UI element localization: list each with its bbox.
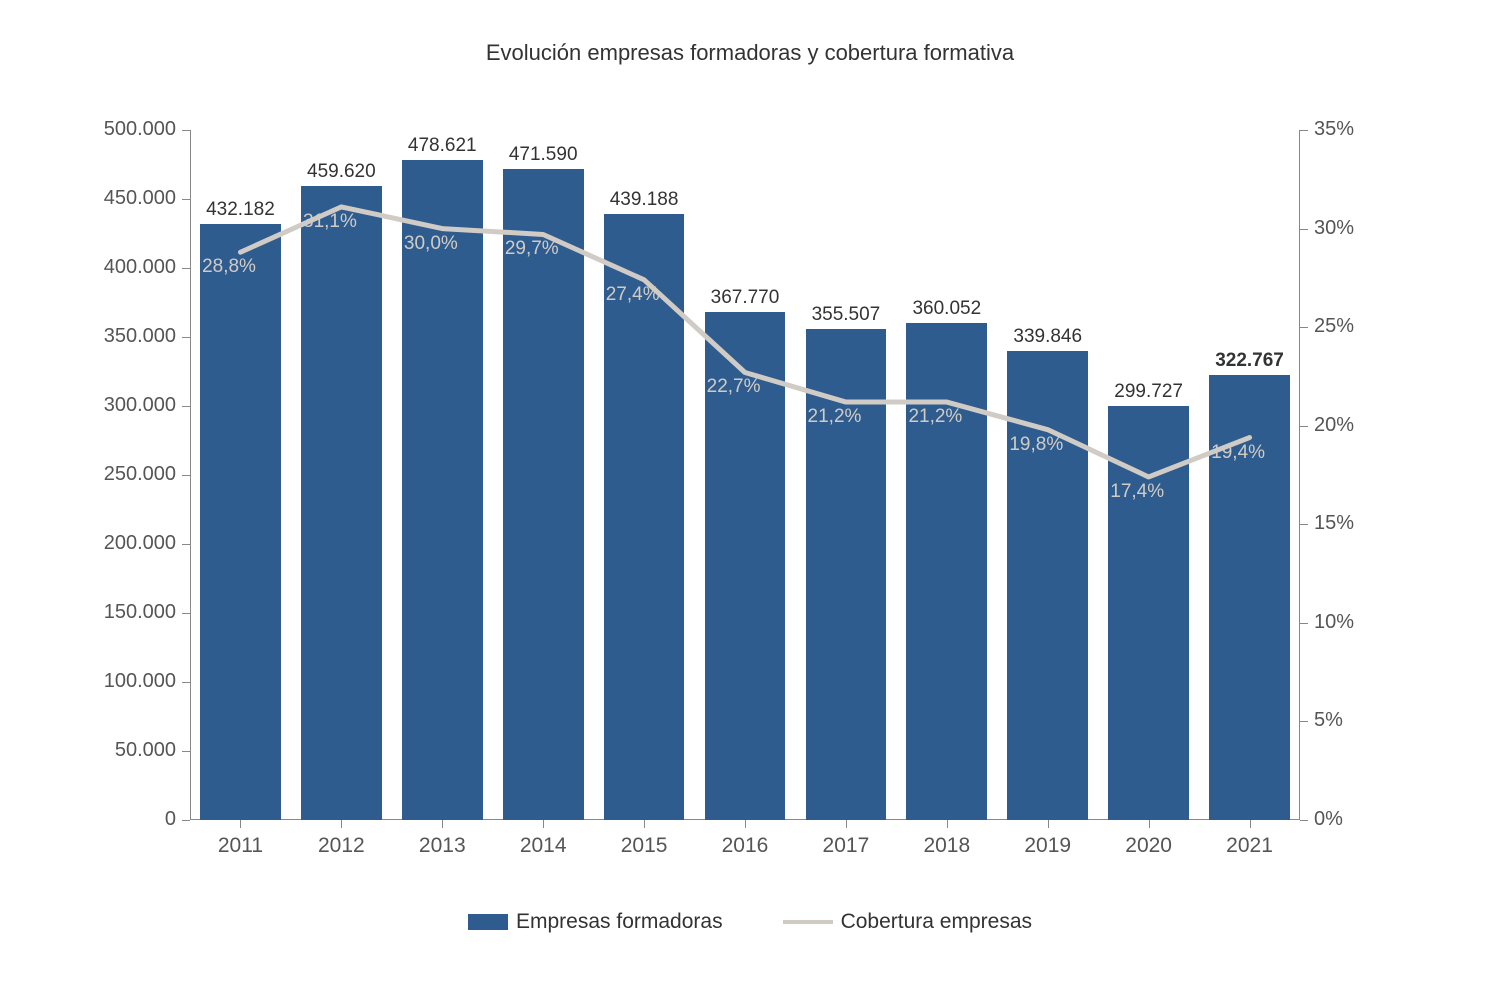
legend: Empresas formadoras Cobertura empresas xyxy=(0,910,1500,934)
line-value-label: 22,7% xyxy=(707,376,761,398)
x-tick-label: 2015 xyxy=(594,834,695,858)
line-value-label: 17,4% xyxy=(1110,481,1164,503)
x-tick-label: 2020 xyxy=(1098,834,1199,858)
y-left-tick-label: 400.000 xyxy=(104,256,176,279)
line-value-label: 27,4% xyxy=(606,284,660,306)
y-left-tick-label: 350.000 xyxy=(104,325,176,348)
x-tick-label: 2013 xyxy=(392,834,493,858)
y-left-tick-label: 50.000 xyxy=(115,739,176,762)
line-value-label: 28,8% xyxy=(202,256,256,278)
legend-swatch-line xyxy=(783,920,833,924)
y-left-tick-label: 500.000 xyxy=(104,118,176,141)
line-value-label: 29,7% xyxy=(505,238,559,260)
x-tick-label: 2017 xyxy=(795,834,896,858)
y-right-tick-label: 10% xyxy=(1314,611,1354,634)
line-value-label: 19,8% xyxy=(1009,434,1063,456)
y-right-tick-label: 35% xyxy=(1314,118,1354,141)
y-left-tick-label: 200.000 xyxy=(104,532,176,555)
x-tick-label: 2012 xyxy=(291,834,392,858)
x-tick-label: 2018 xyxy=(896,834,997,858)
y-left-tick-label: 450.000 xyxy=(104,187,176,210)
y-right-tick-label: 0% xyxy=(1314,808,1343,831)
line-value-label: 30,0% xyxy=(404,233,458,255)
line-value-label: 21,2% xyxy=(908,406,962,428)
legend-swatch-bar xyxy=(468,914,508,930)
line-value-label: 19,4% xyxy=(1211,442,1265,464)
y-left-tick-label: 100.000 xyxy=(104,670,176,693)
legend-label: Empresas formadoras xyxy=(516,910,723,934)
y-right-tick-label: 15% xyxy=(1314,512,1354,535)
plot-area: 050.000100.000150.000200.000250.000300.0… xyxy=(190,130,1300,820)
x-tick-label: 2011 xyxy=(190,834,291,858)
chart-container: Evolución empresas formadoras y cobertur… xyxy=(0,0,1500,1000)
line-value-label: 31,1% xyxy=(303,211,357,233)
y-right-tick-label: 5% xyxy=(1314,709,1343,732)
coverage-line xyxy=(190,130,1300,820)
y-left-tick-label: 0 xyxy=(165,808,176,831)
chart-title: Evolución empresas formadoras y cobertur… xyxy=(0,40,1500,66)
x-tick-label: 2021 xyxy=(1199,834,1300,858)
y-right-tick-label: 30% xyxy=(1314,217,1354,240)
legend-item: Empresas formadoras xyxy=(468,910,723,934)
y-left-tick-label: 150.000 xyxy=(104,601,176,624)
y-left-tick-label: 300.000 xyxy=(104,394,176,417)
y-right-tick-label: 25% xyxy=(1314,315,1354,338)
legend-label: Cobertura empresas xyxy=(841,910,1032,934)
x-tick-label: 2014 xyxy=(493,834,594,858)
x-tick-label: 2019 xyxy=(997,834,1098,858)
x-tick-label: 2016 xyxy=(695,834,796,858)
legend-item: Cobertura empresas xyxy=(783,910,1032,934)
y-right-tick-label: 20% xyxy=(1314,414,1354,437)
line-value-label: 21,2% xyxy=(808,406,862,428)
y-left-tick-label: 250.000 xyxy=(104,463,176,486)
